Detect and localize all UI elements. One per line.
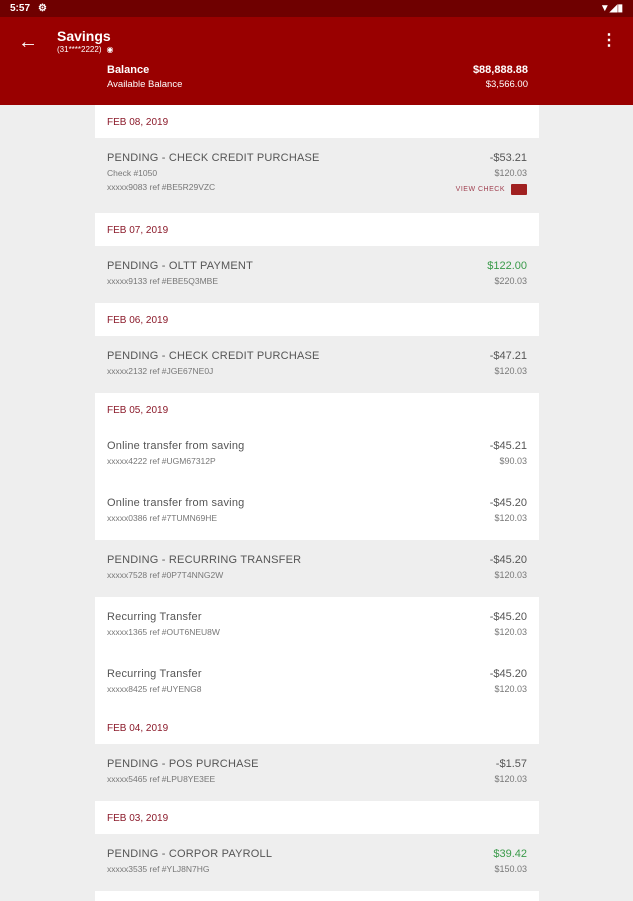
transaction-description: PENDING - CHECK CREDIT PURCHASE [107, 152, 320, 164]
transaction-row[interactable]: PENDING - CHECK CREDIT PURCHASE xxxxx2132… [95, 336, 539, 393]
transaction-ref: xxxxx3535 ref #YLJ8N7HG [107, 864, 210, 874]
transaction-row[interactable]: PENDING - RECURRING TRANSFER xxxxx7528 re… [95, 540, 539, 597]
transaction-ref: xxxxx0386 ref #7TUMN69HE [107, 513, 218, 523]
transaction-ref: xxxxx1365 ref #OUT6NEU8W [107, 627, 220, 637]
transaction-row[interactable]: PENDING - CORPOR PAYROLL xxxxx3535 ref #Y… [95, 834, 539, 891]
clock: 5:57 [10, 3, 31, 14]
running-balance: $90.03 [499, 456, 527, 466]
balance-summary: Balance $88,888.88 Available Balance $3,56… [107, 64, 528, 90]
running-balance: $120.03 [494, 684, 527, 694]
transaction-amount: -$1.57 [495, 758, 527, 770]
date-header: FEB 03, 2019 [95, 801, 539, 834]
eye-icon[interactable]: ◉ [106, 45, 114, 54]
transaction-row[interactable]: Recurring Transfer xxxxx8425 ref #UYENG8 -… [95, 654, 539, 711]
status-bar: 5:57 ⚙ ▼◢▮ [0, 0, 633, 17]
transaction-ref: xxxxx7528 ref #0P7T4NNG2W [107, 570, 224, 580]
transaction-ref: xxxxx9083 ref #BE5R29VZC [107, 182, 216, 192]
transaction-row[interactable]: Online transfer from saving xxxxx0386 ref… [95, 483, 539, 540]
transaction-amount: -$45.21 [489, 440, 527, 452]
transaction-ref: xxxxx5465 ref #LPU8YE3EE [107, 774, 216, 784]
running-balance: $120.03 [494, 513, 527, 523]
app-header: ← Savings (31****2222) ◉ ⋮ Balance $88,888… [0, 17, 633, 105]
date-header: FEB 05, 2019 [95, 393, 539, 426]
transaction-row[interactable]: PENDING - CHECK CREDIT PURCHASE Check #10… [95, 138, 539, 213]
date-header: FEB 06, 2019 [95, 303, 539, 336]
transaction-amount: -$47.21 [489, 350, 527, 362]
signal-battery-icons: ▼◢▮ [599, 3, 623, 14]
running-balance: $150.03 [494, 864, 527, 874]
balance-value: $88,888.88 [472, 64, 528, 76]
settings-icon: ⚙ [38, 3, 47, 14]
back-arrow-icon[interactable]: ← [18, 31, 38, 53]
running-balance: $220.03 [494, 276, 527, 286]
available-balance-value: $3,566.00 [485, 79, 528, 90]
transaction-ref: xxxxx8425 ref #UYENG8 [107, 684, 202, 694]
running-balance: $120.03 [494, 366, 527, 376]
transaction-ref: xxxxx9133 ref #EBE5Q3MBE [107, 276, 219, 286]
date-header: FEB 04, 2019 [95, 711, 539, 744]
date-header: FEB 07, 2019 [95, 213, 539, 246]
running-balance: $120.03 [494, 570, 527, 580]
transaction-description: PENDING - CHECK CREDIT PURCHASE [107, 350, 320, 362]
transaction-description: Recurring Transfer [107, 611, 202, 623]
transaction-row[interactable]: Recurring Transfer xxxxx1365 ref #OUT6NEU… [95, 597, 539, 654]
transaction-ref: xxxxx4222 ref #UGM67312P [107, 456, 216, 466]
transaction-description: PENDING - CORPOR PAYROLL [107, 848, 273, 860]
transaction-row[interactable]: Online transfer from saving xxxxx4222 ref… [95, 426, 539, 483]
transaction-amount: $122.00 [487, 260, 527, 272]
transaction-description: Recurring Transfer [107, 668, 202, 680]
transaction-ref: xxxxx2132 ref #JGE67NE0J [107, 366, 214, 376]
transaction-row[interactable]: PENDING - POS PURCHASE xxxxx5465 ref #LPU… [95, 744, 539, 801]
transaction-description: PENDING - RECURRING TRANSFER [107, 554, 302, 566]
running-balance: $120.03 [494, 168, 527, 178]
transaction-description: Online transfer from saving [107, 497, 245, 509]
transaction-amount: -$45.20 [489, 497, 527, 509]
check-image-icon [511, 184, 527, 195]
transaction-description: PENDING - OLTT PAYMENT [107, 260, 253, 272]
check-number: Check #1050 [107, 168, 158, 178]
transaction-description: PENDING - POS PURCHASE [107, 758, 259, 770]
more-options-icon[interactable]: ⋮ [601, 32, 617, 49]
running-balance: $120.03 [494, 774, 527, 784]
account-number: (31****2222) [57, 45, 102, 54]
transaction-amount: $39.42 [493, 848, 527, 860]
running-balance: $120.03 [494, 627, 527, 637]
balance-label: Balance [107, 64, 150, 76]
list-continuation [95, 891, 539, 901]
transaction-amount: -$45.20 [489, 668, 527, 680]
date-header: FEB 08, 2019 [95, 105, 539, 138]
view-check-label: VIEW CHECK [455, 186, 505, 193]
transaction-amount: -$45.20 [489, 554, 527, 566]
available-balance-label: Available Balance [107, 79, 183, 90]
transaction-list: FEB 08, 2019 PENDING - CHECK CREDIT PURCH… [95, 105, 539, 901]
transaction-row[interactable]: PENDING - OLTT PAYMENT xxxxx9133 ref #EBE… [95, 246, 539, 303]
view-check-button[interactable]: VIEW CHECK [456, 184, 527, 195]
page-title: Savings [57, 28, 111, 44]
transaction-amount: -$53.21 [489, 152, 527, 164]
transaction-amount: -$45.20 [489, 611, 527, 623]
transaction-description: Online transfer from saving [107, 440, 245, 452]
